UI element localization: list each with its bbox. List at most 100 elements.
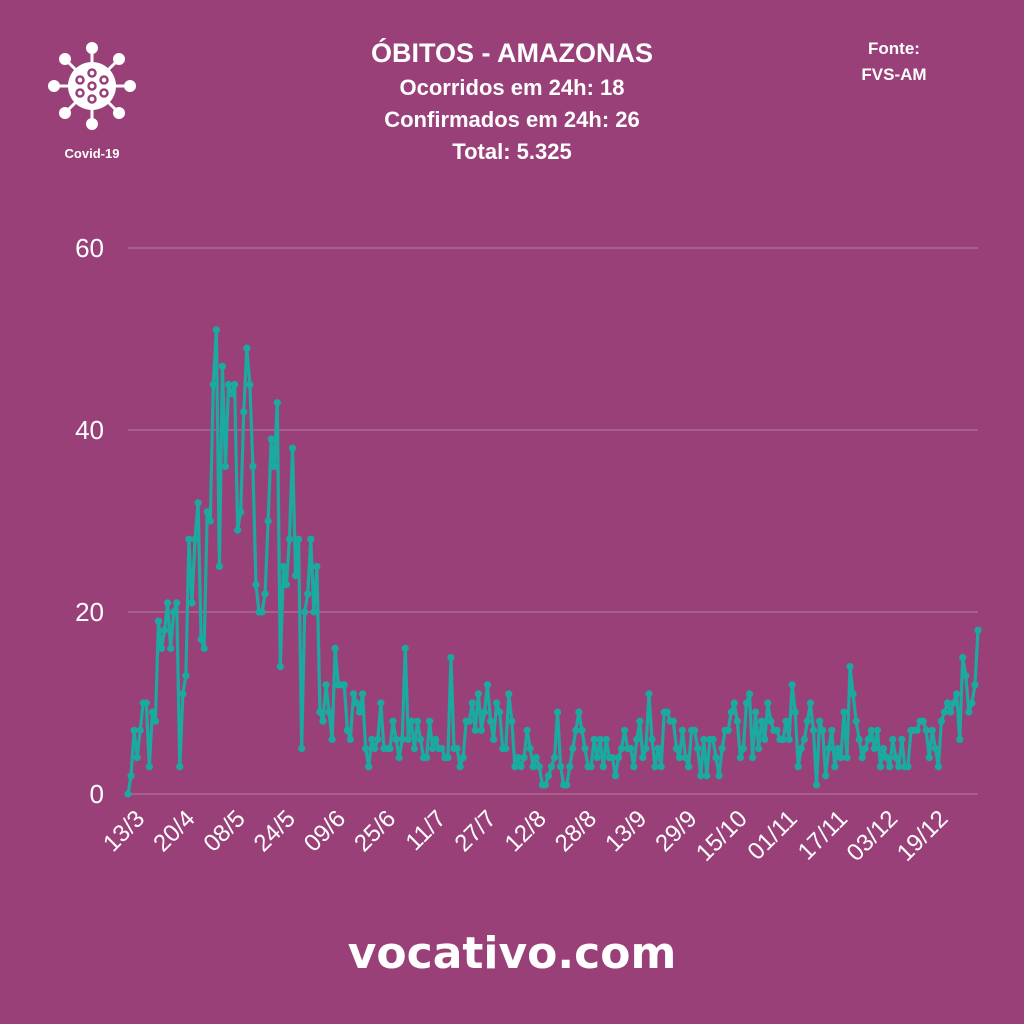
data-point [684,763,693,771]
data-point [934,763,942,771]
data-point [285,535,294,543]
data-point [200,644,208,653]
data-point [928,726,936,734]
data-point [837,754,845,762]
data-point [447,653,455,662]
data-point [803,717,811,725]
data-point [663,708,671,716]
data-point [809,726,818,734]
data-point [904,763,912,771]
data-point [416,735,425,744]
data-point [828,726,836,734]
data-point [298,744,306,753]
data-point [581,744,589,753]
data-point [240,408,248,416]
data-point [557,763,565,771]
x-tick-label: 15/10 [691,805,753,867]
data-point [596,735,604,744]
data-point [922,726,930,734]
data-point [176,763,184,771]
data-point [511,763,519,771]
logo-label: Covid-19 [64,146,120,161]
data-point [142,699,150,707]
data-point [221,462,230,470]
data-point [550,754,559,762]
data-point [886,763,894,771]
data-point [505,690,513,698]
x-tick-label: 28/8 [550,805,602,857]
data-point [170,608,178,616]
data-point [322,681,330,689]
data-point [426,717,434,725]
data-point [620,726,629,734]
data-point [203,508,211,516]
data-point [227,390,236,398]
data-point [438,744,446,753]
daily-confirmed: Confirmados em 24h: 26 [384,107,640,132]
series-line [126,328,980,795]
data-point [270,462,278,470]
source-name: FVS-AM [861,65,927,84]
data-point [295,535,303,543]
data-point [453,744,461,753]
data-point [959,653,967,662]
data-point [456,763,464,771]
data-point [218,362,227,370]
source-label: Fonte: [868,39,920,58]
data-point [846,663,854,671]
data-point [675,754,684,762]
data-point [855,735,863,744]
total-deaths: Total: 5.325 [452,139,572,164]
data-point [389,717,397,725]
data-point [432,735,440,744]
x-tick-label: 13/9 [600,805,652,857]
data-point [365,763,373,771]
data-point [742,699,751,707]
data-point [261,590,269,598]
data-point [761,735,769,744]
data-point [651,763,659,771]
data-point [148,708,156,716]
data-point [483,681,492,689]
data-point [401,644,409,653]
chart-header: ÓBITOS - AMAZONAS Ocorridos em 24h: 18 C… [262,34,762,168]
data-point [392,735,400,744]
data-point [657,763,665,771]
data-point [758,717,766,725]
data-point [212,326,220,334]
data-point [785,735,793,744]
data-point [474,690,482,698]
data-point [517,763,525,771]
data-point [526,744,534,753]
data-point [502,744,510,753]
daily-occurred: Ocorridos em 24h: 18 [399,75,625,100]
data-point [925,754,933,762]
data-point [185,535,193,543]
data-point [566,763,574,771]
data-point [404,735,412,744]
x-tick-label: 12/8 [500,805,552,857]
data-point [273,399,281,407]
data-point [943,699,952,707]
data-point [523,726,531,734]
data-point [136,726,144,734]
x-tick-label: 09/6 [299,805,351,857]
data-point [636,717,644,725]
data-point [407,717,415,725]
data-point [895,763,903,771]
data-point [968,699,976,707]
data-point [736,754,744,762]
data-point [276,663,284,671]
data-point [806,699,815,707]
data-point [340,681,348,689]
data-point [791,708,799,716]
data-point [316,708,324,716]
data-point [733,717,741,725]
data-point [133,754,141,762]
x-tick-label: 11/7 [401,805,452,856]
data-point [553,708,562,716]
data-point [127,772,135,780]
data-point [703,772,711,780]
x-tick-label: 17/11 [793,805,853,865]
